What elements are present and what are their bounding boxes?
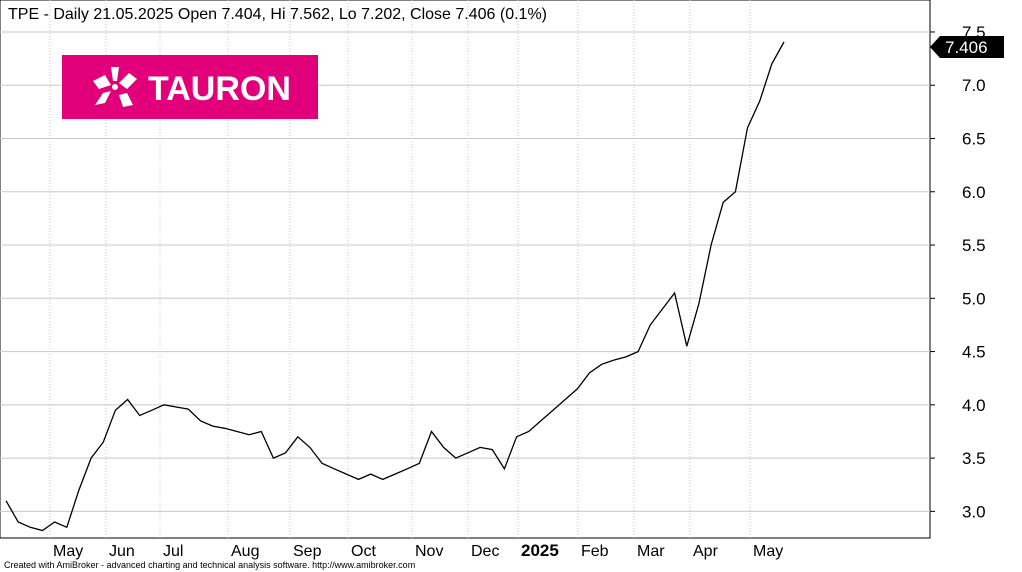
month-tick-label: Jun [109,543,135,560]
month-tick-label: May [753,543,783,560]
month-tick-label: Mar [637,543,665,560]
price-tick-label: 4.5 [962,343,986,362]
month-tick-label: Sep [293,543,322,560]
month-tick-label: Nov [415,543,443,560]
footer-credit: Created with AmiBroker - advanced charti… [4,560,415,570]
price-tick-label: 5.0 [962,289,986,308]
price-tick-label: 3.0 [962,502,986,521]
month-tick-labels: May Jun Jul Aug Sep Oct Nov Dec 2025 Feb Mar Apr May [53,541,783,560]
month-tick-label: Jul [163,543,183,560]
month-tick-label: Apr [693,543,719,560]
logo-text: TAURON [148,70,291,108]
price-tick-label: 7.0 [962,76,986,95]
month-tick-label: Oct [351,543,376,560]
month-tick-label: Dec [471,543,499,560]
chart-title: TPE - Daily 21.05.2025 Open 7.404, Hi 7.… [8,6,547,23]
tauron-logo: TAURON [62,55,318,119]
price-tick-labels: 3.03.54.04.55.05.56.06.57.07.5 [930,23,986,521]
last-price-tag: 7.406 [930,36,1004,58]
month-tick-label: May [53,543,83,560]
price-tick-label: 3.5 [962,449,986,468]
price-tick-label: 6.0 [962,183,986,202]
last-price-value: 7.406 [945,38,988,57]
price-tick-label: 5.5 [962,236,986,255]
price-series-line [5,41,785,532]
tauron-star-icon [93,67,137,107]
last-price-tag-shape [930,36,1004,58]
month-tick-label: Aug [231,543,259,560]
month-tick-label: Feb [581,543,609,560]
month-tick-label: 2025 [521,541,559,560]
price-tick-label: 4.0 [962,396,986,415]
price-tick-label: 6.5 [962,129,986,148]
